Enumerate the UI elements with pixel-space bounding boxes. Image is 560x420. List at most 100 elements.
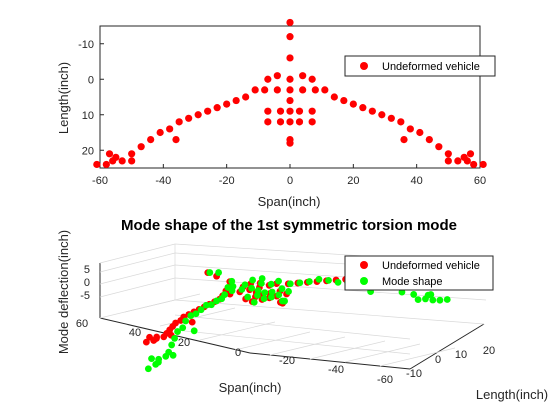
data-point-mode xyxy=(306,278,313,285)
data-point-mode xyxy=(261,289,269,297)
top-legend: Undeformed vehicle xyxy=(344,55,496,77)
data-point-undeformed xyxy=(128,157,136,165)
data-point-undeformed xyxy=(397,118,405,126)
bottom-x-tick-20: 20 xyxy=(178,337,190,349)
data-point-undeformed xyxy=(172,136,180,144)
data-point-undeformed xyxy=(299,72,307,80)
data-point-undeformed xyxy=(425,136,433,144)
data-point-mode xyxy=(215,269,223,276)
bottom-legend-label-mode: Mode shape xyxy=(382,276,443,288)
data-point-mode xyxy=(238,286,246,293)
data-point-mode xyxy=(168,341,176,349)
data-point-undeformed xyxy=(444,157,452,165)
top-chart: -60 -40 -20 0 20 40 60 -10 0 10 20 Span(inch) Leng… xyxy=(56,18,496,209)
data-point-mode xyxy=(169,351,177,359)
data-point-mode xyxy=(144,365,152,373)
bottom-y-tick-20: 20 xyxy=(483,345,495,357)
bottom-y-axis-label: Length(inch) xyxy=(476,387,548,402)
data-point-undeformed xyxy=(387,114,395,122)
data-point-undeformed xyxy=(102,160,110,169)
data-point-undeformed xyxy=(466,150,475,158)
data-point-undeformed xyxy=(463,157,471,165)
data-point-undeformed xyxy=(251,86,259,94)
data-point-mode xyxy=(179,324,187,332)
data-point-undeformed xyxy=(273,86,281,94)
data-point-mode xyxy=(250,298,258,306)
data-point-undeformed xyxy=(177,317,185,324)
data-point-undeformed xyxy=(142,338,150,346)
data-point-mode xyxy=(427,291,435,298)
data-point-mode xyxy=(171,334,179,342)
bottom-z-tick-0: 0 xyxy=(84,277,90,289)
data-point-mode xyxy=(260,295,268,303)
data-point-mode xyxy=(414,296,422,303)
data-point-undeformed xyxy=(105,150,114,158)
bottom-grid xyxy=(99,243,491,367)
data-point-mode xyxy=(197,306,205,314)
top-x-tick-label: -40 xyxy=(155,175,171,187)
data-point-undeformed xyxy=(368,107,376,115)
bottom-legend-marker-mode xyxy=(360,277,368,285)
data-point-mode xyxy=(190,327,198,335)
top-y-tick-label: 10 xyxy=(82,110,94,122)
data-point-mode xyxy=(248,284,256,292)
data-point-undeformed xyxy=(295,107,304,115)
data-point-mode xyxy=(268,288,276,296)
data-point-undeformed xyxy=(188,318,196,326)
data-point-mode xyxy=(249,276,256,284)
data-point-undeformed xyxy=(286,139,294,147)
bottom-x-tick-neg60: -60 xyxy=(377,374,393,386)
data-point-mode xyxy=(152,360,160,368)
data-point-mode xyxy=(268,293,275,301)
data-point-mode xyxy=(334,278,342,286)
data-point-undeformed xyxy=(286,86,294,94)
bottom-legend-box xyxy=(344,255,494,291)
top-y-tick-label: 0 xyxy=(88,74,94,86)
data-point-mode xyxy=(258,279,265,287)
data-point-undeformed xyxy=(276,107,285,115)
bottom-legend-label-undeformed: Undeformed vehicle xyxy=(382,260,480,272)
data-point-undeformed xyxy=(444,150,452,158)
data-point-mode xyxy=(285,288,292,295)
bottom-3d-axes xyxy=(99,263,485,370)
bottom-z-tick-5: 5 xyxy=(84,264,90,276)
data-point-undeformed xyxy=(175,118,183,126)
data-point-undeformed xyxy=(286,107,294,115)
top-scatter-points xyxy=(93,18,487,169)
data-point-mode xyxy=(187,312,195,320)
data-point-undeformed xyxy=(454,157,462,165)
bottom-x-tick-0: 0 xyxy=(235,347,241,359)
data-point-mode xyxy=(325,277,332,284)
top-x-tick-label: 60 xyxy=(474,175,486,187)
data-point-mode xyxy=(192,310,200,318)
data-point-mode xyxy=(315,275,323,283)
data-point-undeformed xyxy=(156,128,164,137)
data-point-undeformed xyxy=(128,150,136,158)
data-point-undeformed xyxy=(470,160,478,169)
data-point-undeformed xyxy=(286,118,294,126)
data-point-undeformed xyxy=(147,136,155,144)
data-point-mode xyxy=(148,355,155,362)
data-point-undeformed xyxy=(264,118,272,126)
data-point-mode xyxy=(228,287,236,295)
data-point-mode xyxy=(429,296,437,304)
data-point-mode xyxy=(202,301,210,309)
bottom-x-tick-40: 40 xyxy=(129,327,141,339)
data-point-undeformed xyxy=(349,100,357,108)
bottom-y-tick-10: 10 xyxy=(455,349,467,361)
data-point-undeformed xyxy=(109,157,117,165)
data-point-mode xyxy=(443,296,451,303)
data-point-undeformed xyxy=(276,118,285,126)
data-point-mode xyxy=(267,280,275,288)
bottom-y-tick-0: 0 xyxy=(435,354,441,366)
top-x-tick-label: 0 xyxy=(287,175,293,187)
top-x-tick-label: 40 xyxy=(411,175,423,187)
data-point-mode xyxy=(281,297,288,305)
data-point-mode xyxy=(410,291,418,298)
bottom-x-tick-neg20: -20 xyxy=(279,355,295,367)
data-point-undeformed xyxy=(137,143,145,151)
bottom-x-axis-label: Span(inch) xyxy=(219,380,282,395)
data-point-mode xyxy=(206,269,214,276)
data-point-undeformed xyxy=(295,118,304,126)
bottom-z-tick-neg5: -5 xyxy=(80,290,90,302)
